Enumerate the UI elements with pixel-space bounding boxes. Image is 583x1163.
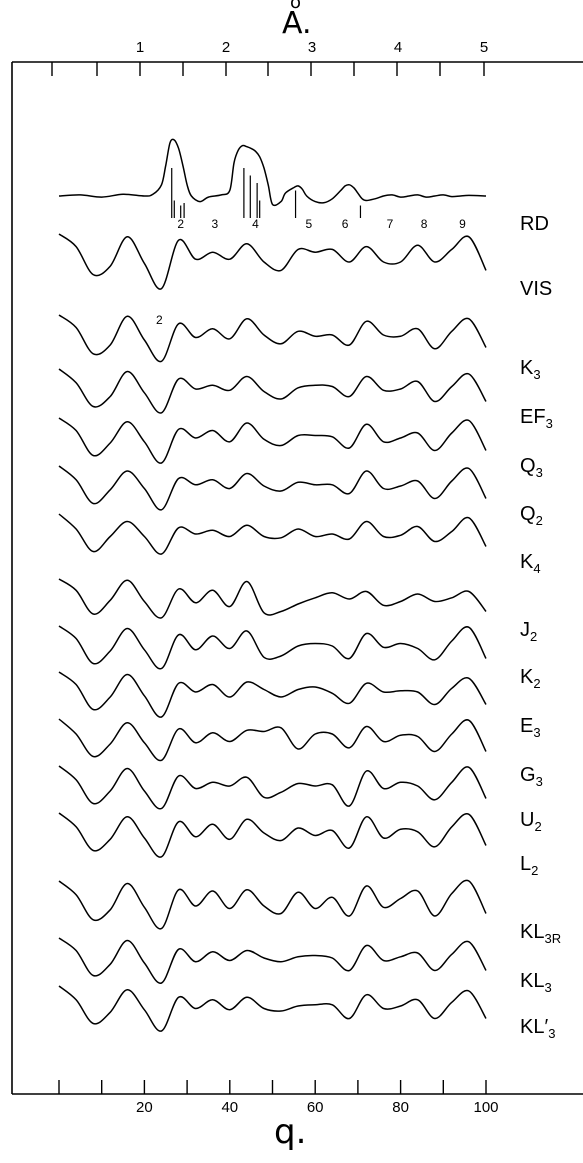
vis-peak-label: 2	[177, 217, 184, 231]
series-label: KL3R	[520, 921, 561, 946]
series-label: RD	[520, 213, 549, 235]
vis-peak-label: 4	[252, 217, 259, 231]
curve-k2	[58, 625, 487, 670]
curve-k3	[58, 314, 487, 363]
curve-q2	[58, 465, 487, 511]
series-label: U2	[520, 809, 542, 834]
top-tick-label: 2	[222, 39, 230, 56]
bottom-tick-label: 80	[392, 1099, 409, 1116]
curve-j2	[58, 578, 487, 619]
curve-kl3	[58, 985, 487, 1032]
series-label: Q2	[520, 503, 543, 528]
series-label: KL3	[520, 970, 552, 995]
curve-k4	[58, 513, 487, 555]
vis-peak-label: 8	[421, 217, 428, 231]
top-tick-label: 5	[480, 39, 488, 56]
series-label: J2	[520, 619, 537, 644]
curves-group	[58, 138, 487, 1032]
top-tick-label: 3	[308, 39, 316, 56]
vis-peak-label: 5	[305, 217, 312, 231]
angstrom-letter: A	[282, 6, 302, 41]
vis-peak-label: 2	[156, 313, 163, 327]
bottom-axis-unit: q.	[274, 1112, 307, 1152]
vis-peak-label: 6	[342, 217, 349, 231]
vis-peak-label: 3	[212, 217, 219, 231]
vis-peak-label: 7	[387, 217, 394, 231]
curve-u2	[58, 765, 487, 810]
curve-vis	[58, 233, 487, 290]
curve-kl3	[58, 937, 487, 984]
curve-l2	[58, 812, 487, 858]
bottom-tick-label: 40	[221, 1099, 238, 1116]
series-label: Q3	[520, 455, 543, 480]
series-label: E3	[520, 715, 541, 740]
top-axis-angstrom: 1 2 3 4 5	[51, 39, 488, 76]
angstrom-dot: .	[302, 6, 312, 41]
curve-g3	[58, 718, 487, 762]
series-label: VIS	[520, 278, 552, 300]
angstrom-ring: o	[290, 0, 302, 13]
curve-ef3	[58, 368, 487, 414]
series-label: K4	[520, 551, 541, 576]
vis-peak-label: 9	[459, 217, 466, 231]
series-label: K3	[520, 357, 541, 382]
top-axis-unit: o A.	[282, 0, 312, 41]
chart-frame	[11, 61, 583, 1095]
series-labels: RD VIS K3 EF3 Q3 Q2 K4 J2 K2 E3 G3 U2 L2 KL3R KL3 KL′3 2…	[156, 213, 561, 1041]
series-label: G3	[520, 764, 543, 789]
curve-kl3r	[58, 879, 487, 930]
series-label: EF3	[520, 406, 553, 431]
curve-rd	[58, 138, 487, 207]
top-tick-label: 4	[394, 39, 402, 56]
series-label: K2	[520, 666, 541, 691]
bottom-tick-label: 100	[473, 1099, 498, 1116]
curve-e3	[58, 671, 487, 718]
series-label: L2	[520, 853, 538, 878]
bottom-tick-label: 60	[307, 1099, 324, 1116]
curve-q3	[58, 417, 487, 464]
bottom-axis-q: 20 40 60 80 100	[58, 1080, 499, 1116]
top-tick-label: 1	[136, 39, 144, 56]
bottom-tick-label: 20	[136, 1099, 153, 1116]
series-label: KL′3	[520, 1016, 555, 1041]
